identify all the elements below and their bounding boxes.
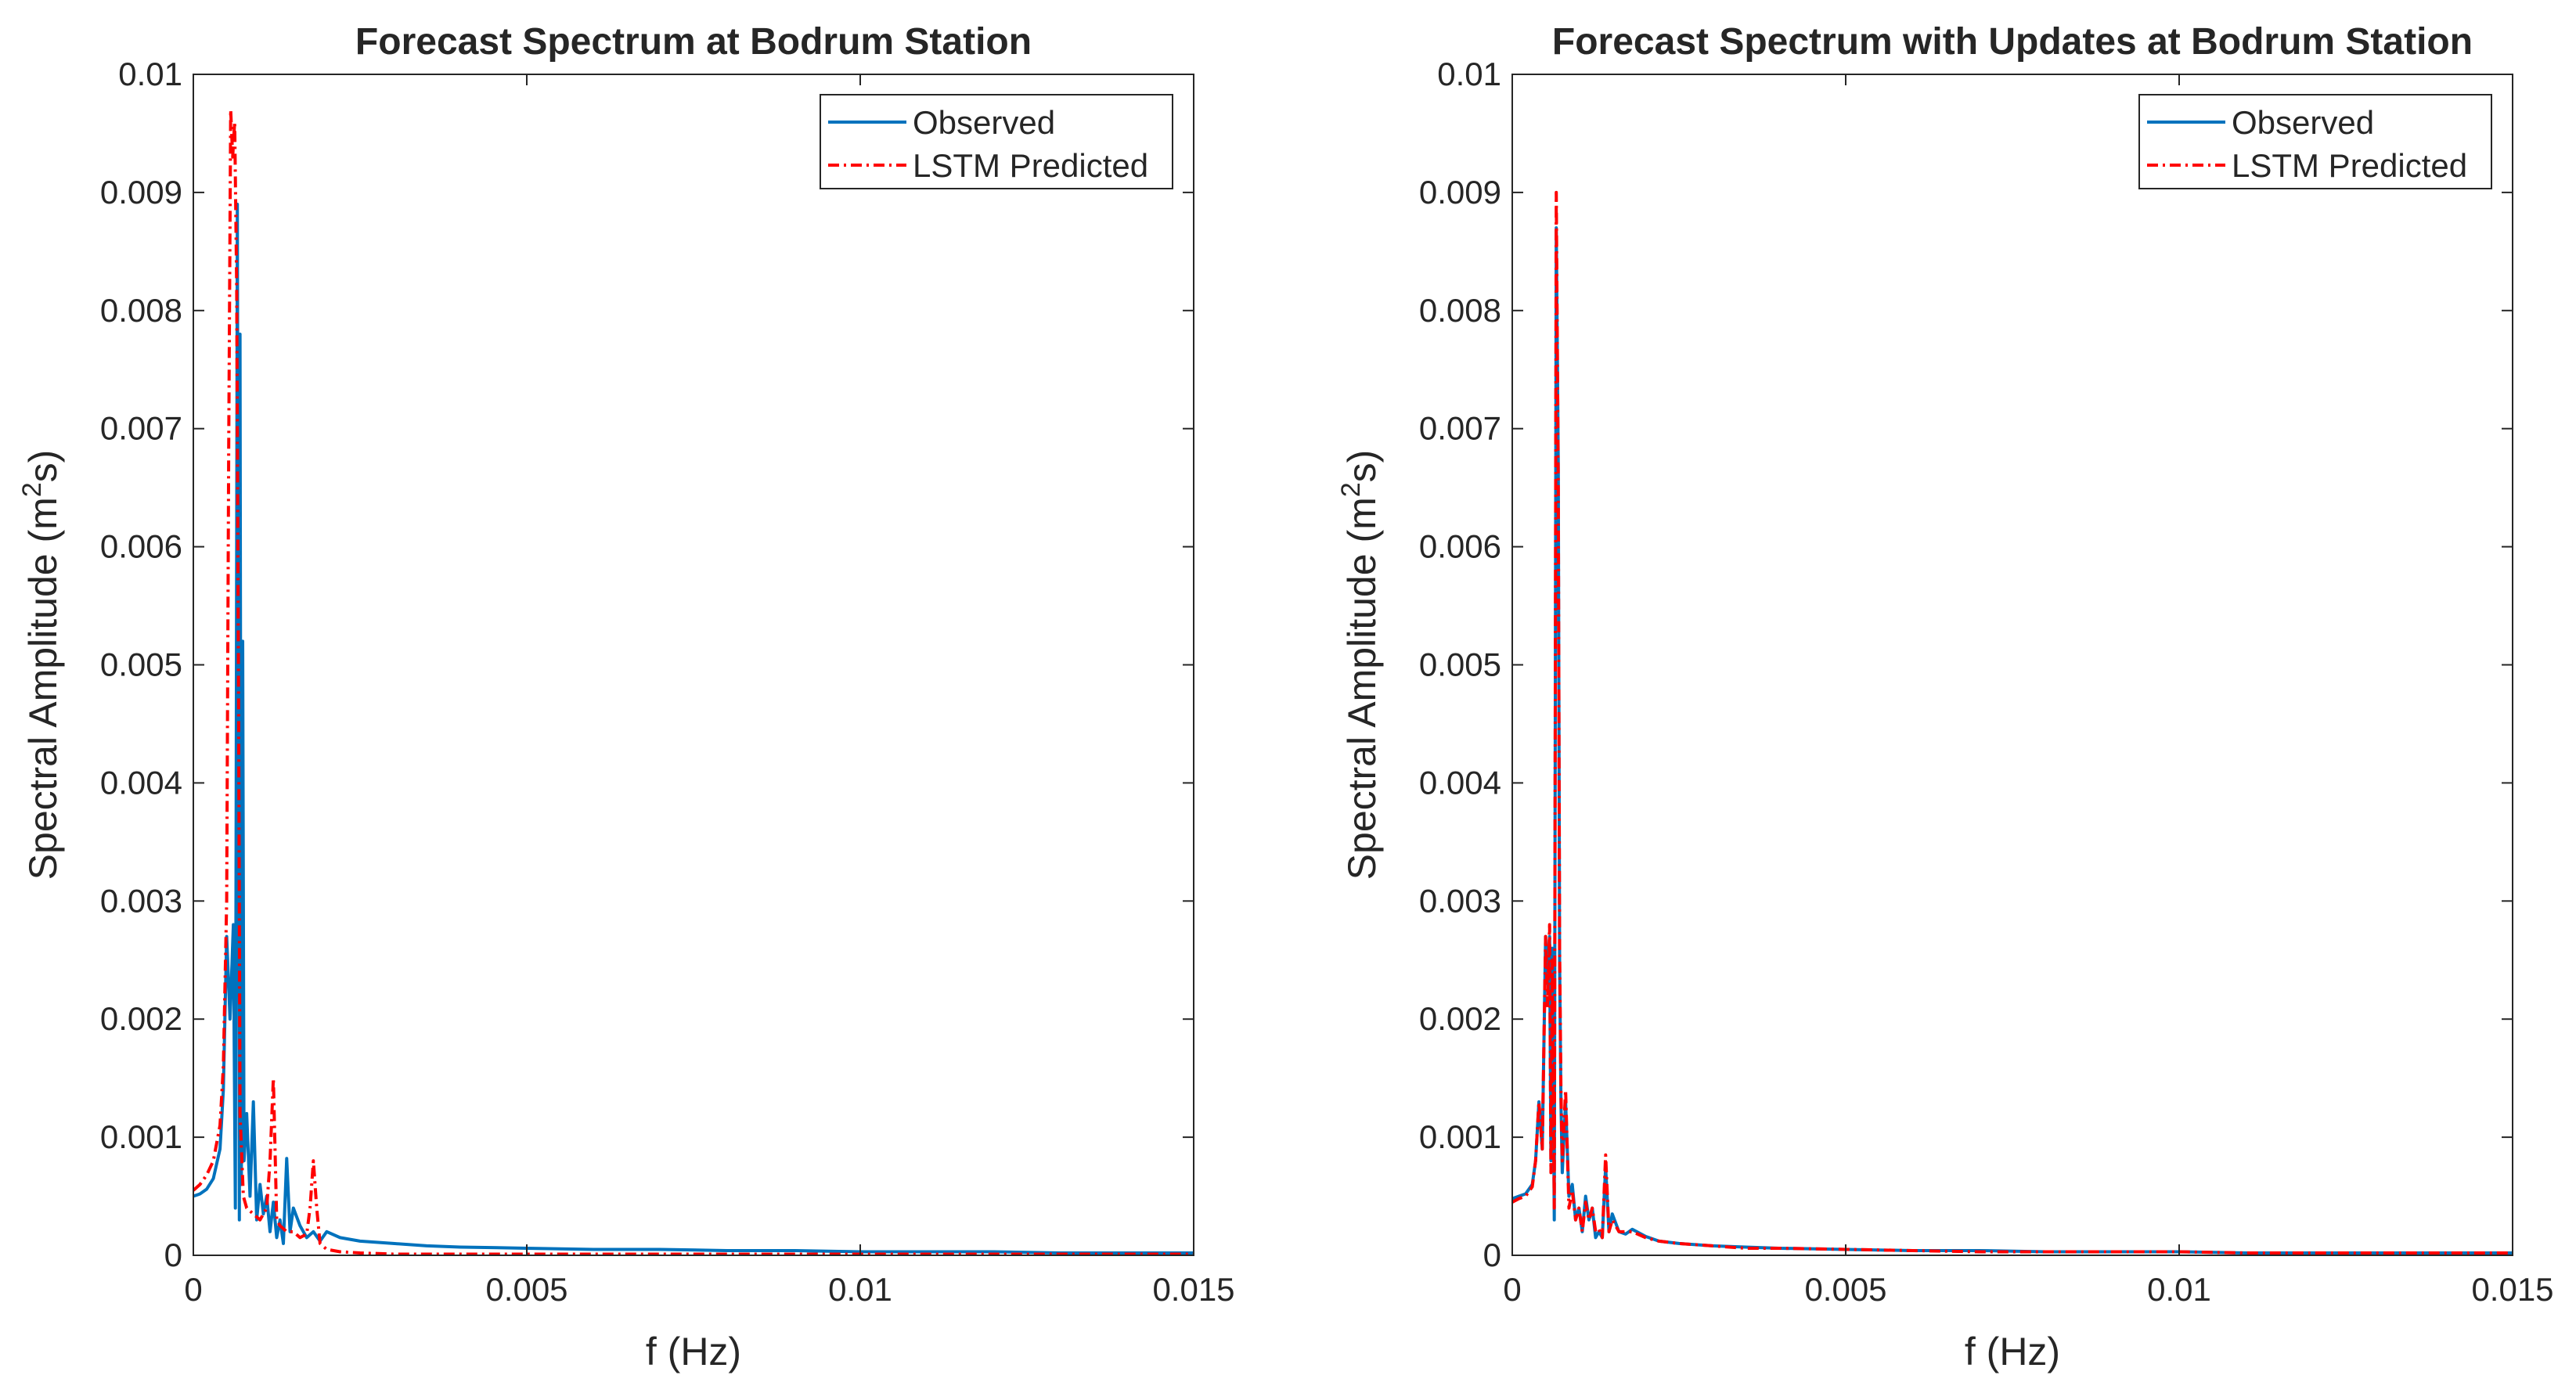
left-y-axis-label: Spectral Amplitude (m2s) — [17, 450, 65, 880]
left-ytick-label: 0.005 — [100, 646, 182, 683]
right-y-axis-label: Spectral Amplitude (m2s) — [1336, 450, 1384, 880]
left-xtick-label: 0.005 — [485, 1271, 567, 1308]
right-legend-label-lstm-predicted: LSTM Predicted — [2232, 147, 2467, 184]
right-legend: Observed LSTM Predicted — [2138, 94, 2492, 189]
left-legend: Observed LSTM Predicted — [820, 94, 1173, 189]
left-ytick-label: 0.007 — [100, 410, 182, 447]
left-legend-label-observed: Observed — [913, 104, 1055, 141]
left-series-group — [193, 108, 1194, 1255]
right-ytick-label: 0.004 — [1419, 764, 1501, 801]
right-ytick-label: 0.01 — [1437, 56, 1501, 92]
left-series-observed-line — [193, 202, 1194, 1255]
left-xtick-label: 0.015 — [1152, 1271, 1234, 1308]
left-y-axis-label-tail: s) — [21, 450, 65, 483]
right-ytick-label: 0.001 — [1419, 1118, 1501, 1155]
right-ytick-label: 0.008 — [1419, 292, 1501, 329]
right-y-axis-label-sup: 2 — [1336, 482, 1366, 497]
left-plot-area — [193, 74, 1194, 1255]
right-series-lstm-predicted-line — [1512, 190, 2513, 1255]
left-y-axis-label-main: Spectral Amplitude (m — [21, 497, 65, 880]
left-ytick-label: 0.003 — [100, 882, 182, 919]
left-ytick-label: 0.004 — [100, 764, 182, 801]
right-xtick-label: 0 — [1503, 1271, 1521, 1308]
left-y-axis-label-sup: 2 — [17, 482, 47, 497]
right-ytick-label: 0.009 — [1419, 174, 1501, 211]
left-xtick-label: 0 — [184, 1271, 202, 1308]
left-chart-title: Forecast Spectrum at Bodrum Station — [355, 21, 1032, 63]
right-ytick-label: 0.003 — [1419, 882, 1501, 919]
right-ytick-label: 0.006 — [1419, 528, 1501, 565]
chart-panel-right: 0 0.001 0.002 0.003 0.004 0.005 0.006 0.007 0.00… — [1336, 21, 2554, 1373]
right-chart-title: Forecast Spectrum with Updates at Bodrum… — [1552, 21, 2473, 63]
left-series-lstm-predicted-line — [193, 108, 1194, 1255]
right-legend-box — [2138, 94, 2492, 189]
left-ytick-label: 0.009 — [100, 174, 182, 211]
left-ytick-label: 0 — [164, 1237, 182, 1273]
right-y-axis-label-main: Spectral Amplitude (m — [1340, 497, 1384, 880]
right-ytick-label: 0.007 — [1419, 410, 1501, 447]
right-x-axis-label: f (Hz) — [1965, 1330, 2060, 1373]
right-xtick-label: 0.015 — [2471, 1271, 2553, 1308]
left-x-axis-label: f (Hz) — [646, 1330, 741, 1373]
left-xtick-label: 0.01 — [828, 1271, 892, 1308]
left-ytick-label: 0.01 — [118, 56, 182, 92]
right-legend-label-observed: Observed — [2232, 104, 2374, 141]
left-legend-label-lstm-predicted: LSTM Predicted — [913, 147, 1148, 184]
right-ytick-label: 0.005 — [1419, 646, 1501, 683]
left-legend-box — [820, 94, 1173, 189]
right-y-axis-label-tail: s) — [1340, 450, 1384, 483]
left-ytick-label: 0.001 — [100, 1118, 182, 1155]
left-ytick-label: 0.006 — [100, 528, 182, 565]
left-ytick-label: 0.002 — [100, 1000, 182, 1037]
right-series-group — [1512, 190, 2513, 1255]
right-plot-area — [1512, 74, 2513, 1255]
right-xtick-label: 0.005 — [1804, 1271, 1886, 1308]
right-ytick-label: 0 — [1483, 1237, 1501, 1273]
left-ytick-label: 0.008 — [100, 292, 182, 329]
chart-panel-left: 0 0.001 0.002 0.003 0.004 0.005 0.006 0.007 0.00… — [17, 21, 1235, 1373]
right-ytick-label: 0.002 — [1419, 1000, 1501, 1037]
right-xtick-label: 0.01 — [2147, 1271, 2211, 1308]
